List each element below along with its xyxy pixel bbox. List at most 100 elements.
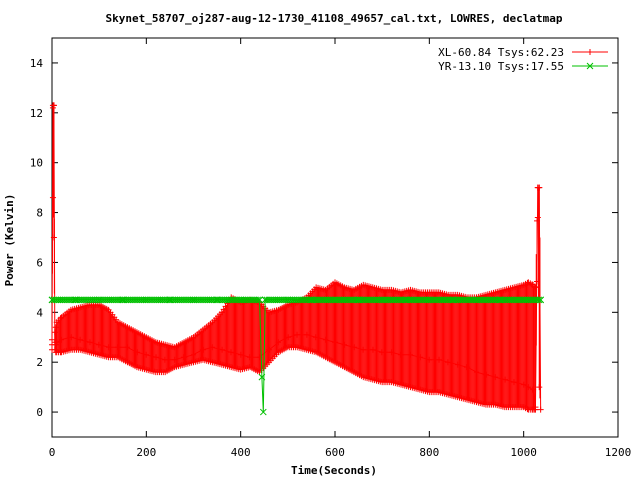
series-0-point bbox=[398, 351, 405, 358]
series-0-point bbox=[228, 349, 235, 356]
y-tick-label: 8 bbox=[36, 207, 43, 220]
y-tick-label: 0 bbox=[36, 406, 43, 419]
series-0-point bbox=[407, 351, 414, 358]
series-0-point bbox=[181, 354, 188, 361]
series-0-point bbox=[284, 334, 291, 341]
series-1-point bbox=[537, 296, 545, 304]
x-axis-ticks: 0 200 400 600 800 1000 1200 bbox=[49, 38, 632, 459]
series-1-point bbox=[213, 296, 221, 304]
series-0-point bbox=[332, 339, 338, 346]
series-0-point bbox=[501, 376, 508, 383]
series-0-point bbox=[143, 351, 150, 358]
series-0-point bbox=[388, 349, 395, 356]
series-0-point bbox=[532, 404, 539, 411]
series-1-point bbox=[259, 408, 267, 416]
series-0-point bbox=[369, 346, 376, 353]
series-0-point bbox=[379, 349, 386, 356]
series-1-point bbox=[258, 373, 266, 381]
series-0-point bbox=[520, 381, 527, 388]
series-1-point bbox=[166, 296, 174, 304]
y-tick-label: 10 bbox=[30, 157, 43, 170]
series-0-point bbox=[322, 336, 329, 343]
x-tick-label: 1000 bbox=[510, 446, 537, 459]
x-tick-label: 800 bbox=[419, 446, 439, 459]
legend-label-0: XL-60.84 Tsys:62.23 bbox=[438, 46, 564, 59]
series-0-point bbox=[96, 341, 103, 348]
series-0-point bbox=[275, 339, 282, 346]
legend-marker-1 bbox=[586, 62, 594, 70]
series-0-point bbox=[473, 369, 480, 376]
chart-title: Skynet_58707_oj287-aug-12-1730_41108_496… bbox=[106, 12, 563, 25]
series-1-point bbox=[254, 296, 262, 304]
series-0-point bbox=[265, 346, 272, 353]
series-0-point bbox=[341, 341, 348, 348]
series-1 bbox=[48, 296, 545, 416]
series-layer bbox=[48, 102, 545, 416]
series-0-point bbox=[77, 336, 84, 343]
series-0-point bbox=[218, 346, 225, 353]
series-0-point bbox=[537, 406, 544, 413]
series-0-point bbox=[294, 331, 301, 338]
series-0-point bbox=[530, 386, 537, 393]
series-0-point bbox=[525, 384, 532, 391]
series-0 bbox=[49, 102, 544, 413]
series-0-point bbox=[492, 374, 499, 381]
series-0-point bbox=[171, 356, 178, 363]
series-0-point bbox=[237, 351, 244, 358]
series-0-point bbox=[199, 346, 206, 353]
y-tick-label: 14 bbox=[30, 57, 44, 70]
series-1-point bbox=[496, 296, 504, 304]
series-0-point bbox=[247, 354, 254, 361]
series-0-point bbox=[536, 384, 543, 391]
series-0-point bbox=[536, 184, 543, 191]
y-tick-label: 6 bbox=[36, 256, 43, 269]
series-1-point bbox=[449, 296, 457, 304]
series-0-point bbox=[511, 379, 518, 386]
series-0-point bbox=[53, 339, 60, 346]
x-tick-label: 0 bbox=[49, 446, 56, 459]
series-0-point bbox=[464, 364, 471, 371]
y-tick-label: 12 bbox=[30, 107, 43, 120]
x-axis-label: Time(Seconds) bbox=[291, 464, 377, 477]
series-0-point bbox=[313, 334, 320, 341]
series-1-point bbox=[308, 296, 315, 304]
series-0-point bbox=[50, 102, 57, 109]
series-0-oscillation bbox=[49, 102, 543, 413]
series-0-point bbox=[115, 344, 122, 351]
series-0-point bbox=[124, 344, 131, 351]
legend-label-1: YR-13.10 Tsys:17.55 bbox=[438, 60, 564, 73]
series-1-point bbox=[119, 296, 127, 304]
y-tick-label: 4 bbox=[36, 306, 43, 319]
y-axis-label: Power (Kelvin) bbox=[3, 194, 16, 287]
legend-marker-0 bbox=[587, 49, 593, 55]
series-0-point bbox=[67, 334, 74, 341]
series-0-point bbox=[454, 361, 461, 368]
y-tick-label: 2 bbox=[36, 356, 43, 369]
series-1-point bbox=[355, 296, 362, 304]
series-0-point bbox=[360, 346, 367, 353]
series-0-point bbox=[190, 351, 197, 358]
series-1-point bbox=[256, 296, 263, 304]
series-0-point bbox=[133, 349, 140, 356]
x-tick-label: 600 bbox=[325, 446, 345, 459]
x-tick-label: 200 bbox=[136, 446, 156, 459]
series-1-point bbox=[535, 296, 543, 304]
series-0-point bbox=[303, 331, 310, 338]
series-0-point bbox=[58, 336, 65, 343]
series-0-point bbox=[435, 356, 442, 363]
x-tick-label: 1200 bbox=[605, 446, 632, 459]
series-0-point bbox=[350, 344, 357, 351]
series-0-point bbox=[86, 339, 93, 346]
series-1-point bbox=[402, 296, 410, 304]
series-0-point bbox=[416, 354, 423, 361]
series-0-point bbox=[445, 359, 452, 366]
series-1-dense-markers bbox=[48, 296, 545, 304]
series-0-point bbox=[152, 354, 159, 361]
series-0-point bbox=[426, 356, 433, 363]
series-0-point bbox=[532, 284, 539, 291]
x-tick-label: 400 bbox=[231, 446, 251, 459]
series-0-point bbox=[482, 371, 489, 378]
